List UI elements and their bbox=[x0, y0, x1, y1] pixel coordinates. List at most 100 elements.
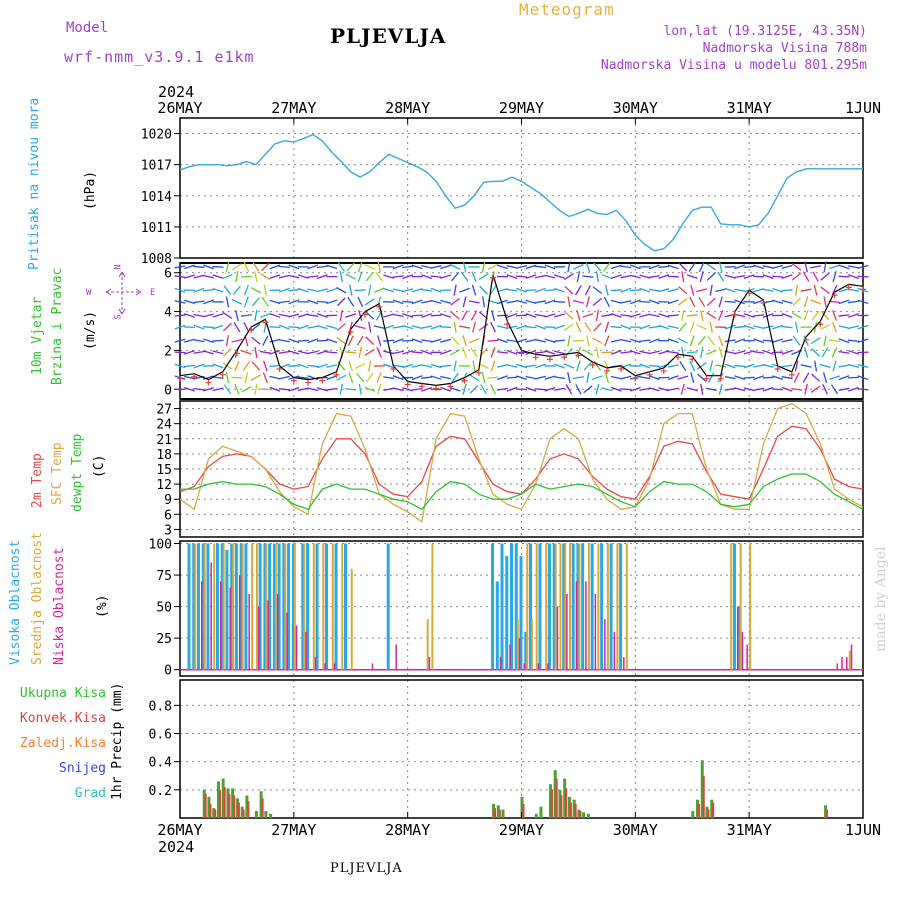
wind-arrow bbox=[667, 338, 679, 344]
wind-arrow bbox=[534, 351, 547, 354]
wind-arrow bbox=[478, 323, 489, 331]
wind-arrow bbox=[368, 360, 372, 372]
convective-precip-bar bbox=[702, 775, 705, 818]
wind-arrow bbox=[753, 299, 765, 305]
wind-arrow bbox=[440, 364, 452, 368]
wind-arrow bbox=[368, 321, 372, 333]
wind-arrow bbox=[430, 299, 442, 304]
convective-precip-bar bbox=[569, 802, 572, 818]
wind-arrow bbox=[848, 363, 859, 369]
high-cloud-bar bbox=[196, 543, 200, 670]
wind-arrow bbox=[262, 372, 268, 383]
wind-arrow bbox=[601, 387, 613, 392]
wind-arrow bbox=[392, 375, 404, 381]
wind-arrow bbox=[472, 321, 476, 333]
y-tick-label: 24 bbox=[156, 418, 172, 433]
wind-arrow bbox=[829, 264, 840, 270]
wind-arrow bbox=[225, 296, 230, 308]
total-precip-bar bbox=[705, 806, 709, 818]
wind-arrow bbox=[307, 350, 319, 355]
high-cloud-bar bbox=[737, 606, 741, 670]
wind-arrow bbox=[762, 288, 774, 292]
wind-arrow bbox=[724, 387, 736, 391]
wind-arrow bbox=[610, 325, 622, 329]
wind-arrow bbox=[297, 313, 309, 318]
total-precip-bar bbox=[254, 810, 258, 818]
mid-cloud-bar bbox=[559, 543, 562, 670]
wind-arrow bbox=[392, 325, 404, 329]
wind-arrow bbox=[288, 313, 300, 318]
mid-cloud-bar bbox=[616, 543, 619, 670]
wind-arrow bbox=[857, 299, 869, 305]
wind-arrow bbox=[288, 274, 300, 279]
page-title: PLJEVLJA bbox=[330, 24, 447, 48]
wind-arrow bbox=[243, 261, 250, 273]
wind-arrow bbox=[575, 321, 582, 333]
wind-arrow bbox=[689, 335, 695, 347]
high-cloud-bar bbox=[206, 543, 210, 670]
wind-arrow bbox=[715, 288, 727, 293]
wind-arrow bbox=[506, 386, 518, 392]
wind-arrow bbox=[516, 363, 527, 369]
wind-arrow bbox=[838, 314, 850, 317]
wind-arrow bbox=[421, 312, 433, 318]
wind-arrow bbox=[535, 324, 546, 330]
wind-arrow bbox=[585, 261, 591, 273]
high-cloud-bar bbox=[334, 543, 338, 670]
wind-arrow bbox=[678, 262, 688, 272]
low-cloud-bar bbox=[267, 600, 269, 670]
y-tick-label: 0.4 bbox=[149, 756, 173, 771]
wind-arrow bbox=[231, 338, 243, 343]
wind-arrow bbox=[421, 264, 433, 269]
wind-arrow bbox=[430, 363, 442, 369]
wind-arrow bbox=[202, 288, 214, 292]
compass-w: W bbox=[86, 288, 92, 298]
wind-arrow bbox=[497, 375, 508, 381]
model-elevation-label: Nadmorska Visina u modelu 801.295m bbox=[600, 58, 867, 73]
wind-arrow bbox=[781, 313, 793, 318]
wind-arrow bbox=[174, 275, 186, 279]
low-cloud-bar bbox=[850, 644, 853, 670]
wind-arrow bbox=[847, 300, 860, 304]
wind-arrow bbox=[288, 288, 300, 292]
low-cloud-bar bbox=[523, 663, 525, 670]
wind-arrow bbox=[497, 364, 509, 368]
high-cloud-bar bbox=[215, 543, 219, 670]
wind-arrow bbox=[339, 309, 343, 321]
wind-arrow bbox=[610, 313, 622, 318]
wind-arrow bbox=[781, 338, 793, 343]
total-precip-bar bbox=[245, 795, 249, 818]
high-cloud-bar bbox=[272, 543, 276, 670]
wind-arrow bbox=[822, 372, 828, 384]
total-precip-bar bbox=[501, 809, 505, 818]
wind-arrow bbox=[339, 383, 344, 395]
low-cloud-bar bbox=[585, 581, 587, 670]
wind-arrow bbox=[307, 299, 319, 305]
wind-arrow bbox=[648, 350, 660, 355]
wind-arrow bbox=[383, 274, 395, 279]
wind-arrow bbox=[307, 264, 319, 270]
y-tick-label: 6 bbox=[164, 508, 172, 523]
high-cloud-bar bbox=[234, 543, 238, 670]
wind-gust-mark bbox=[518, 350, 525, 357]
wind-arrow bbox=[564, 311, 574, 320]
top-day-label: 29MAY bbox=[498, 99, 545, 117]
wind-arrow bbox=[629, 350, 641, 355]
wind-arrow bbox=[681, 271, 685, 283]
wind-arrow bbox=[222, 362, 233, 370]
wind-arrow bbox=[392, 338, 404, 344]
wind-arrow bbox=[680, 346, 685, 358]
wind-arrow bbox=[696, 362, 707, 370]
wind-arrow bbox=[411, 287, 423, 293]
wind-arrow bbox=[450, 349, 461, 356]
wind-arrow bbox=[497, 264, 508, 270]
wind-arrow bbox=[345, 273, 356, 280]
high-cloud-bar bbox=[524, 631, 528, 670]
wind-arrow bbox=[743, 265, 755, 269]
wind-arrow bbox=[278, 287, 290, 293]
wind-arrow bbox=[753, 264, 765, 270]
high-cloud-bar bbox=[244, 543, 248, 670]
y-tick-label: 6 bbox=[164, 267, 172, 282]
wind-arrow bbox=[244, 296, 249, 308]
wind-arrow bbox=[278, 274, 290, 279]
